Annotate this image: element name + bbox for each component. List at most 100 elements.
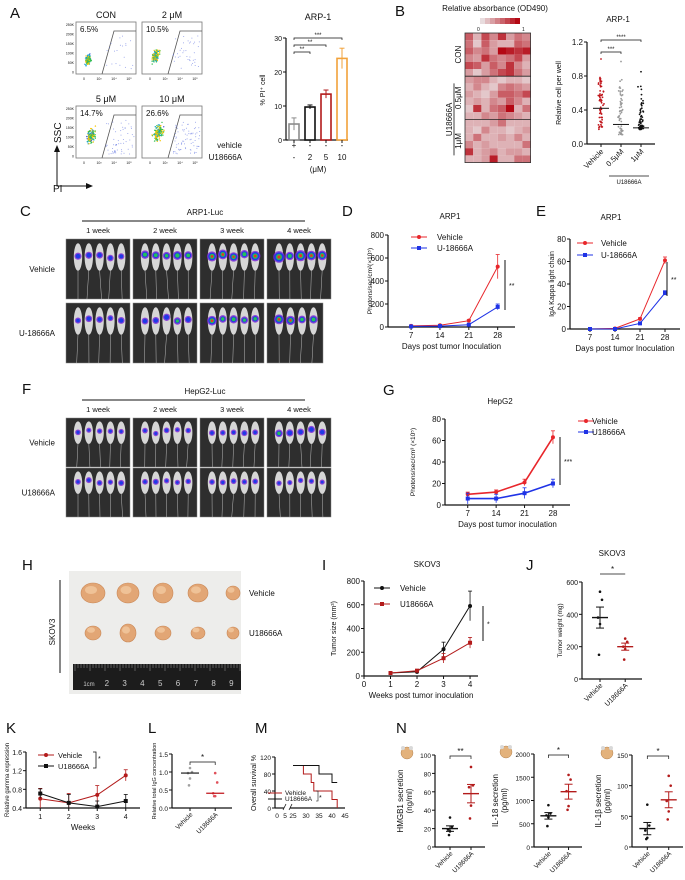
flow-event [106,64,108,66]
panel-label-b: B [395,3,405,20]
flow-event [174,140,176,142]
flow-event [189,139,191,141]
data-point [598,94,601,97]
significance-stars: *** [607,47,615,53]
mouse-tail [120,493,123,518]
flow-event [185,139,187,141]
legend-swatch [480,18,485,24]
y-tick-label: 400 [347,625,361,634]
flow-event [91,141,93,144]
y-tick-label: 2000 [516,752,531,759]
data-point [469,804,473,807]
flow-event [90,140,93,142]
heatmap-cell [506,76,515,84]
heatmap-cell [514,141,523,149]
data-point [599,90,601,92]
flow-event [124,66,126,68]
flow-event [151,63,153,65]
flow-event [152,60,155,62]
data-point [600,82,602,85]
heatmap-cell [473,61,482,69]
data-point [638,121,641,124]
heatmap-cell [522,90,531,98]
heatmap-cell [465,76,474,84]
flow-event [182,140,184,142]
flow-event [198,41,200,43]
y-tick-label: 40 [264,789,272,796]
heatmap-cell [481,40,490,48]
significance-stars: * [98,756,101,763]
flow-event [184,147,186,149]
x-tick-label: 40 [328,813,336,820]
heatmap-cell [473,155,482,163]
flow-event [175,124,177,126]
y-tick-label: 20 [432,480,441,489]
heatmap-cell [481,97,490,105]
data-point [597,83,600,85]
x-tick-label: 14 [492,509,501,518]
flow-event [160,135,163,137]
signal-blue [108,316,113,320]
flow-event [125,44,127,46]
mouse-tail [187,334,190,364]
flow-event [189,133,191,135]
data-point [617,133,620,136]
survival-curve [293,765,338,808]
flow-event [157,55,159,57]
x-tick-label: 0 [275,813,279,820]
signal-green [300,317,304,322]
data-point [639,111,642,114]
heatmap-cell [497,133,506,141]
data-marker [441,647,446,652]
heatmap-cell [497,83,506,91]
signal-green [153,253,158,258]
signal-blue [185,317,191,322]
data-marker [66,800,71,805]
legend-label: U18666A [58,762,89,771]
heatmap-cell [497,47,506,55]
heatmap-cell [489,69,498,77]
flow-event [85,60,87,62]
flow-event [159,128,162,131]
significance-bracket [600,39,642,42]
data-marker [466,322,471,327]
signal-green [231,317,236,322]
y-tick-label: 50K [68,145,75,149]
axis-break [288,803,293,811]
flow-event [105,144,107,146]
flow-event [194,59,196,61]
x-tick-label: 3 [95,814,99,821]
data-point [467,785,471,789]
data-point [640,118,643,121]
data-point [621,108,624,111]
row-group-label: 1μM [454,133,463,149]
heatmap-cell [506,126,515,134]
flow-event [116,149,118,151]
signal-blue [75,253,81,259]
heatmap-cell [497,61,506,69]
flow-event [122,126,124,128]
heatmap-cell [489,155,498,163]
flow-event [195,136,197,138]
flow-event [182,121,184,123]
flow-event [189,56,191,58]
data-point [188,766,192,770]
week-label: 2 week [153,405,177,414]
x-tick-label: 35 [315,813,323,820]
flow-event [153,140,156,142]
flow-event [131,146,133,148]
gate-percent: 26.6% [146,109,169,118]
y-tick-label: 250K [66,107,75,111]
legend-marker [44,753,48,757]
flow-event [177,56,179,58]
signal-blue [164,428,169,433]
signal-blue [165,479,169,483]
panel-label-i: I [322,557,326,574]
bar [320,93,332,141]
heatmap-cell [506,97,515,105]
mouse-tail [99,270,102,300]
signal-blue [210,431,214,435]
flow-event [190,142,192,144]
legend-label: Vehicle [601,239,627,248]
